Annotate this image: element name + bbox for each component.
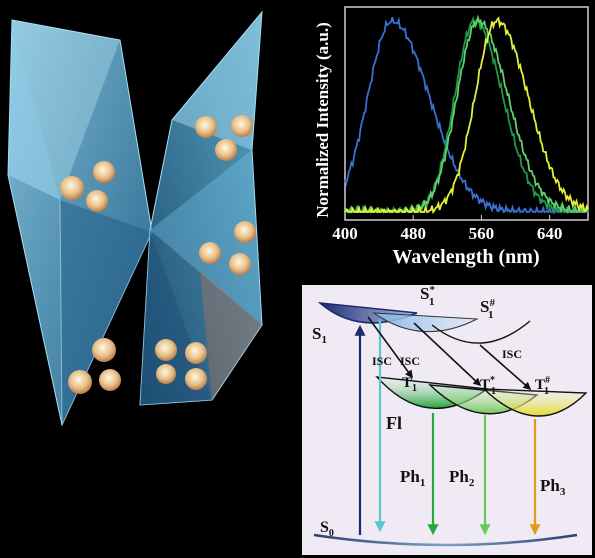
x-axis-label: Wavelength (nm) bbox=[392, 246, 539, 268]
isc-label-3: ISC bbox=[502, 347, 522, 361]
label-t-hash-1: T# 1 bbox=[535, 375, 550, 397]
well-s-star-1 bbox=[372, 312, 479, 333]
emission-spectra-chart: 400 480 560 640 Wavelength (nm) Normalized … bbox=[300, 0, 595, 280]
label-t1: T1 bbox=[402, 375, 417, 394]
well-s0 bbox=[313, 533, 578, 547]
well-s-hash-1 bbox=[431, 320, 531, 344]
label-s0: S0 bbox=[320, 519, 334, 539]
x-tick-label: 400 bbox=[332, 224, 358, 243]
x-ticks: 400 480 560 640 bbox=[332, 215, 562, 243]
x-tick-label: 640 bbox=[537, 224, 563, 243]
isc-label-1: ISC bbox=[372, 354, 392, 368]
label-s-hash-1: S# 1 bbox=[480, 297, 495, 321]
energy-level-diagram: S1 S* 1 S# 1 T1 T* 1 T# 1 S0 ISC ISC ISC Fl … bbox=[302, 285, 592, 555]
well-t-hash-1 bbox=[482, 388, 588, 417]
isc-arrow-2 bbox=[413, 322, 482, 387]
ph1-label: Ph1 bbox=[400, 467, 425, 489]
y-axis-label: Normalized Intensity (a.u.) bbox=[313, 22, 332, 217]
isc-label-2: ISC bbox=[400, 354, 420, 368]
x-tick-label: 480 bbox=[400, 224, 426, 243]
label-s-star-1: S* 1 bbox=[420, 285, 435, 308]
ph2-label: Ph2 bbox=[449, 467, 475, 489]
ph3-label: Ph3 bbox=[540, 476, 566, 498]
label-t-star-1: T* 1 bbox=[480, 375, 496, 397]
crystal-left bbox=[7, 19, 153, 427]
series-line-1 bbox=[344, 16, 588, 214]
isc-arrow-1 bbox=[367, 316, 413, 379]
isc-arrow-3 bbox=[479, 344, 532, 391]
x-tick-label: 560 bbox=[469, 224, 495, 243]
series-curves bbox=[344, 14, 589, 216]
series-line-4 bbox=[344, 16, 589, 215]
crystal-illustration bbox=[7, 10, 263, 427]
molecule-cluster bbox=[60, 115, 256, 394]
fl-label: Fl bbox=[386, 413, 402, 433]
label-s1: S1 bbox=[312, 324, 327, 346]
